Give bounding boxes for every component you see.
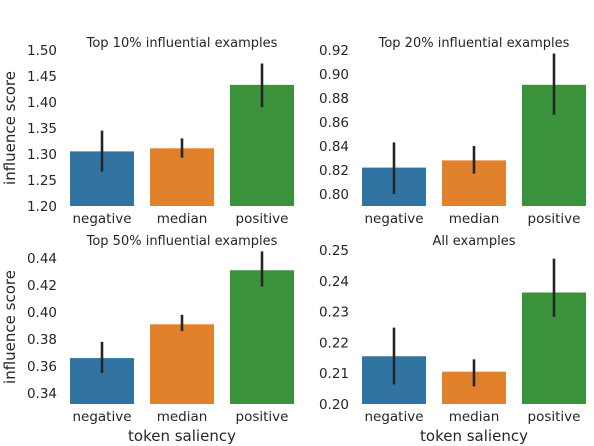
y-tick-label: 1.40 — [27, 95, 57, 111]
y-tick-label: 0.36 — [27, 359, 57, 375]
bar-positive — [230, 270, 294, 404]
y-tick-label: 0.40 — [27, 305, 57, 321]
x-tick-label: median — [449, 211, 500, 227]
y-tick-label: 0.20 — [319, 397, 349, 413]
y-tick-label: 1.45 — [27, 69, 57, 85]
y-tick-label: 0.23 — [319, 305, 349, 321]
panel-all: All examples 0.20 0.21 0.22 0.23 0.24 0.25 ne… — [319, 234, 586, 445]
y-tick-label: 1.30 — [27, 147, 57, 163]
y-tick-label: 0.24 — [319, 274, 349, 290]
x-axis-label: token saliency — [128, 427, 236, 445]
panel-top10: Top 10% influential examples influence s… — [1, 36, 294, 227]
panel-title: All examples — [433, 234, 516, 249]
y-tick-label: 0.92 — [319, 43, 349, 59]
y-tick-label: 0.90 — [319, 67, 349, 83]
panel-title: Top 20% influential examples — [378, 36, 570, 51]
x-tick-label: negative — [364, 409, 423, 425]
y-tick-label: 0.82 — [319, 163, 349, 179]
y-tick-label: 0.42 — [27, 278, 57, 294]
x-tick-label: negative — [72, 211, 131, 227]
panel-title: Top 50% influential examples — [86, 234, 278, 249]
y-tick-label: 0.25 — [319, 243, 349, 259]
x-tick-label: positive — [236, 409, 289, 425]
bar-median — [150, 148, 214, 206]
y-tick-label: 0.84 — [319, 139, 349, 155]
y-tick-label: 1.20 — [27, 199, 57, 215]
y-tick-label: 0.86 — [319, 115, 349, 131]
x-tick-label: negative — [364, 211, 423, 227]
x-tick-label: median — [449, 409, 500, 425]
panel-top20: Top 20% influential examples 0.80 0.82 0.8… — [319, 36, 586, 227]
y-tick-label: 0.44 — [27, 251, 57, 267]
bar-median — [150, 324, 214, 404]
y-tick-label: 0.21 — [319, 366, 349, 382]
y-tick-label: 1.50 — [27, 43, 57, 59]
y-tick-label: 1.35 — [27, 121, 57, 137]
x-tick-label: median — [157, 211, 208, 227]
y-tick-label: 0.22 — [319, 335, 349, 351]
y-axis-label: influence score — [1, 71, 19, 185]
y-tick-label: 1.25 — [27, 173, 57, 189]
panel-top50: Top 50% influential examples influence s… — [1, 234, 294, 445]
y-tick-label: 0.38 — [27, 332, 57, 348]
x-tick-label: negative — [72, 409, 131, 425]
y-tick-label: 0.34 — [27, 386, 57, 402]
panel-title: Top 10% influential examples — [86, 36, 278, 51]
x-axis-label: token saliency — [420, 427, 528, 445]
y-tick-label: 0.80 — [319, 187, 349, 203]
x-tick-label: positive — [236, 211, 289, 227]
y-axis-label: influence score — [1, 270, 19, 384]
y-tick-label: 0.88 — [319, 91, 349, 107]
x-tick-label: positive — [528, 409, 581, 425]
x-tick-label: positive — [528, 211, 581, 227]
x-tick-label: median — [157, 409, 208, 425]
